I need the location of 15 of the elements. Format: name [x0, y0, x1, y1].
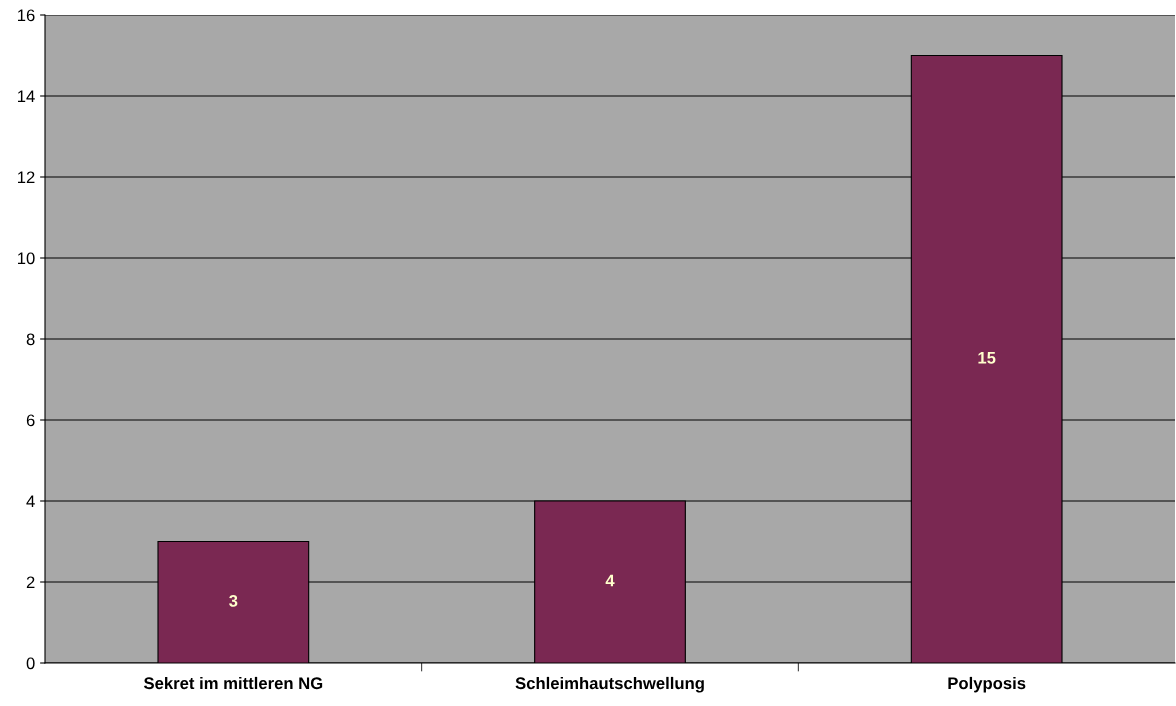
y-tick-label: 10: [18, 252, 35, 265]
y-tick-label: 16: [18, 9, 35, 22]
data-label: 4: [605, 574, 615, 587]
x-tick-label: Sekret im mittleren NG: [143, 676, 323, 690]
y-tick-label: 4: [26, 495, 35, 508]
data-label: 15: [978, 352, 996, 364]
x-tick-label: Polyposis: [948, 676, 1026, 693]
data-label: 3: [229, 594, 238, 607]
x-tick-label: Schleimhautschwellung: [515, 676, 704, 693]
y-tick-label: 12: [18, 171, 35, 184]
y-tick-label: 0: [26, 657, 35, 670]
y-tick-label: 2: [26, 576, 35, 589]
y-tick-label: 8: [26, 333, 35, 346]
y-tick-label: 14: [18, 90, 35, 103]
y-tick-label: 6: [26, 414, 35, 427]
